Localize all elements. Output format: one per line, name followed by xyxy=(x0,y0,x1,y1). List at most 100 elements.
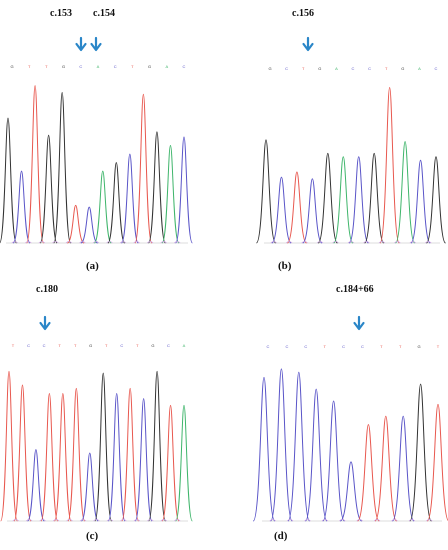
peak-G xyxy=(317,152,338,244)
peak-G xyxy=(425,156,447,244)
baseline-ripple xyxy=(106,241,113,244)
base-call-label: T xyxy=(105,343,108,348)
base-call-label: C xyxy=(285,344,288,349)
arrow-down-icon xyxy=(39,315,51,331)
baseline-ripple xyxy=(363,241,370,244)
peak-C xyxy=(175,136,193,244)
peak-C xyxy=(391,415,415,522)
panel-c: c.180 T C C T T G T C T G C A (c) xyxy=(0,275,224,550)
base-call-label: C xyxy=(114,64,117,69)
baseline-ripple xyxy=(174,241,181,244)
peak-T xyxy=(379,87,400,244)
baseline-ripple xyxy=(79,241,86,244)
base-call-label: G xyxy=(89,343,92,348)
baseline-ripple xyxy=(106,519,114,522)
baseline-ripple xyxy=(11,241,18,244)
base-call-label: C xyxy=(435,66,438,71)
baseline-ripple xyxy=(65,241,73,244)
base-call-label: G xyxy=(10,64,13,69)
peak-T xyxy=(286,171,307,244)
peak-C xyxy=(27,449,45,522)
peak-T xyxy=(40,392,59,522)
base-call-label: A xyxy=(97,64,100,69)
base-call-label: G xyxy=(401,66,404,71)
base-call-label: C xyxy=(352,66,355,71)
baseline-ripple xyxy=(133,241,140,244)
base-call-label: C xyxy=(167,343,170,348)
baseline-ripple xyxy=(425,241,432,244)
base-call-label: T xyxy=(380,344,383,349)
base-call-label: T xyxy=(12,343,15,348)
peak-T xyxy=(374,415,398,522)
baseline-ripple xyxy=(25,519,33,522)
caption-d: (d) xyxy=(274,530,288,542)
marker-label-c184-66: c.184+66 xyxy=(336,284,374,295)
base-call-label: T xyxy=(399,344,402,349)
baseline-ripple xyxy=(25,241,32,244)
baseline-ripple xyxy=(304,519,311,522)
baseline-ripple xyxy=(147,519,154,522)
baseline-ripple xyxy=(160,519,168,522)
base-call-label: T xyxy=(385,66,388,71)
panel-d: c.184+66 C C C T C C T T G T (d) xyxy=(224,275,448,550)
peak-C xyxy=(120,153,139,244)
baseline-ripple xyxy=(146,241,154,244)
peak-A xyxy=(161,145,180,244)
baseline-ripple xyxy=(378,241,386,244)
peak-G xyxy=(148,131,166,244)
baseline-ripple xyxy=(12,519,19,522)
base-call-label: A xyxy=(418,66,421,71)
baseline-ripple xyxy=(373,519,381,522)
baseline-ripple xyxy=(270,241,277,244)
baseline-ripple xyxy=(285,241,293,244)
peak-T xyxy=(121,387,139,522)
base-call-label: T xyxy=(437,344,440,349)
base-call-label: C xyxy=(79,64,82,69)
base-call-label: G xyxy=(318,66,321,71)
base-call-label: T xyxy=(323,344,326,349)
baseline-ripple xyxy=(316,241,324,244)
panel-b: c.156 G C T G A C C T G A C (b) xyxy=(224,0,448,275)
peak-A xyxy=(175,404,193,522)
base-call-label: T xyxy=(302,66,305,71)
peak-C xyxy=(348,156,369,244)
base-call-label: A xyxy=(335,66,338,71)
peak-G xyxy=(53,92,72,244)
peak-T xyxy=(161,404,180,522)
peak-T xyxy=(0,370,18,522)
base-call-label: C xyxy=(342,344,345,349)
base-call-label: T xyxy=(45,64,48,69)
baseline-ripple xyxy=(79,519,87,522)
base-call-label: C xyxy=(361,344,364,349)
base-call-label: C xyxy=(43,343,46,348)
baseline-ripple xyxy=(286,519,294,522)
peak-G xyxy=(107,162,126,244)
base-call-label: G xyxy=(151,343,154,348)
base-call-label: C xyxy=(304,344,307,349)
baseline-ripple xyxy=(347,241,355,244)
base-call-label: A xyxy=(183,343,186,348)
marker-label-c154: c.154 xyxy=(93,8,115,19)
peak-G xyxy=(409,383,432,522)
baseline-ripple xyxy=(52,241,59,244)
peak-C xyxy=(107,392,126,522)
peak-C xyxy=(322,400,345,522)
marker-label-c153: c.153 xyxy=(50,8,72,19)
peak-A xyxy=(93,170,112,244)
peak-G xyxy=(94,372,113,522)
base-call-label: T xyxy=(131,64,134,69)
peak-C xyxy=(80,206,99,244)
peak-T xyxy=(426,403,448,522)
baseline-ripple xyxy=(332,241,339,244)
base-call-label: C xyxy=(285,66,288,71)
baseline-ripple xyxy=(38,241,46,244)
marker-label-c156: c.156 xyxy=(292,8,314,19)
peak-T xyxy=(13,384,32,522)
baseline-ripple xyxy=(93,519,100,522)
base-call-label: C xyxy=(267,344,270,349)
base-call-label: C xyxy=(183,64,186,69)
base-call-label: G xyxy=(418,344,421,349)
